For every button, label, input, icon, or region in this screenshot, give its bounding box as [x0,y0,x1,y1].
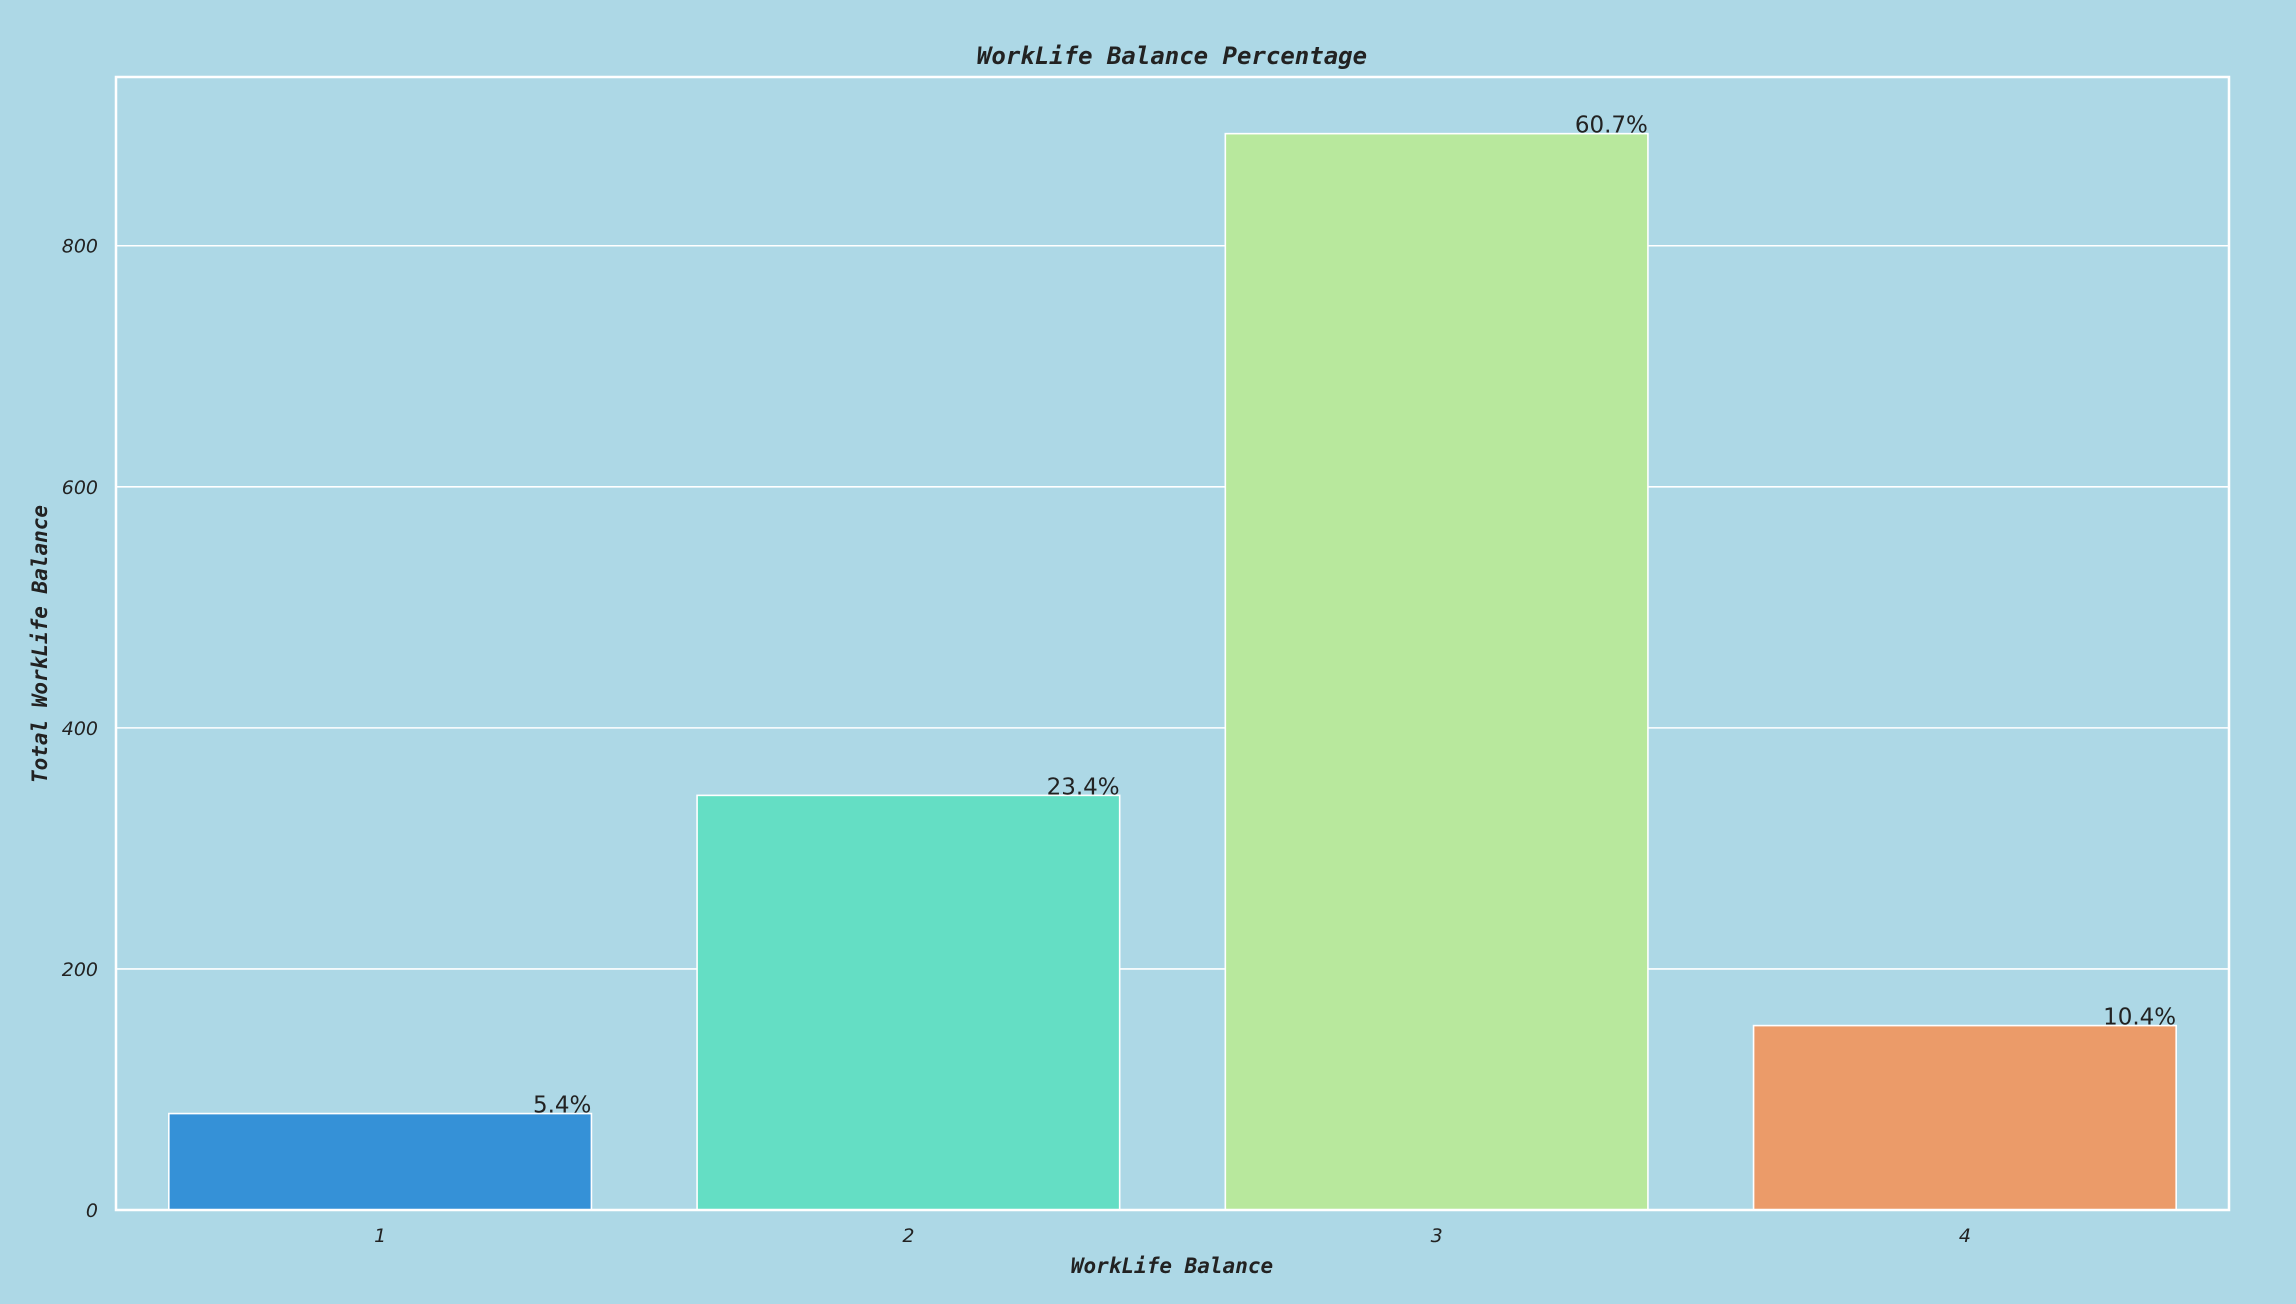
x-tick-label: 3 [1431,1225,1443,1247]
data-label-2: 23.4% [1047,774,1120,800]
x-tick-label: 1 [374,1225,386,1247]
data-label-1: 5.4% [533,1093,591,1119]
data-label-4: 10.4% [2103,1005,2176,1031]
y-tick-label: 600 [62,477,98,499]
y-tick-label: 0 [86,1200,98,1222]
x-tick-label: 2 [902,1225,914,1247]
y-tick-labels: 0 200 400 600 800 [62,236,98,1222]
bar-2 [696,794,1121,1211]
y-tick-label: 200 [62,959,98,981]
data-labels: 5.4% 23.4% 60.7% 10.4% [533,113,2176,1119]
plot-area [116,77,2229,1210]
bar-4 [1752,1024,2177,1211]
data-label-3: 60.7% [1575,113,1648,139]
y-tick-label: 400 [62,718,98,740]
bar-3 [1224,132,1649,1211]
bars [168,132,2177,1211]
y-tick-label: 800 [62,236,98,258]
bar-1 [168,1112,593,1211]
plot-frame [114,75,2231,1212]
x-tick-label: 4 [1959,1225,1971,1247]
chart-title: WorkLife Balance Percentage [977,42,1367,70]
x-axis-label: WorkLife Balance [1071,1254,1273,1278]
x-tick-labels: 1 2 3 4 [374,1225,1971,1247]
y-axis-label: Total WorkLife Balance [28,505,52,783]
